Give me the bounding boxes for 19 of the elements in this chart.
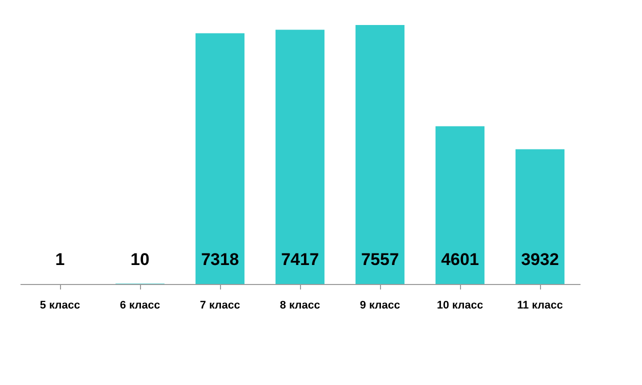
bar	[356, 25, 404, 284]
x-tick-label: 7 класс	[200, 300, 240, 312]
data-label: 7557	[361, 250, 399, 269]
bar	[276, 30, 324, 284]
data-label: 7417	[281, 250, 319, 269]
bar	[516, 149, 564, 284]
x-tick-label: 5 класс	[40, 300, 80, 312]
bar	[436, 126, 484, 284]
data-label: 1	[55, 250, 65, 269]
data-label: 3932	[521, 250, 559, 269]
x-tick-label: 11 класс	[517, 300, 563, 312]
bar	[196, 33, 244, 284]
x-tick-label: 10 класс	[436, 300, 484, 312]
x-tick-label: 8 класс	[280, 300, 320, 312]
data-label: 10	[130, 250, 150, 269]
data-label: 4601	[441, 250, 479, 269]
x-tick-label: 9 класс	[360, 300, 400, 312]
x-tick-label: 6 класс	[120, 300, 160, 312]
data-label: 7318	[201, 250, 239, 269]
